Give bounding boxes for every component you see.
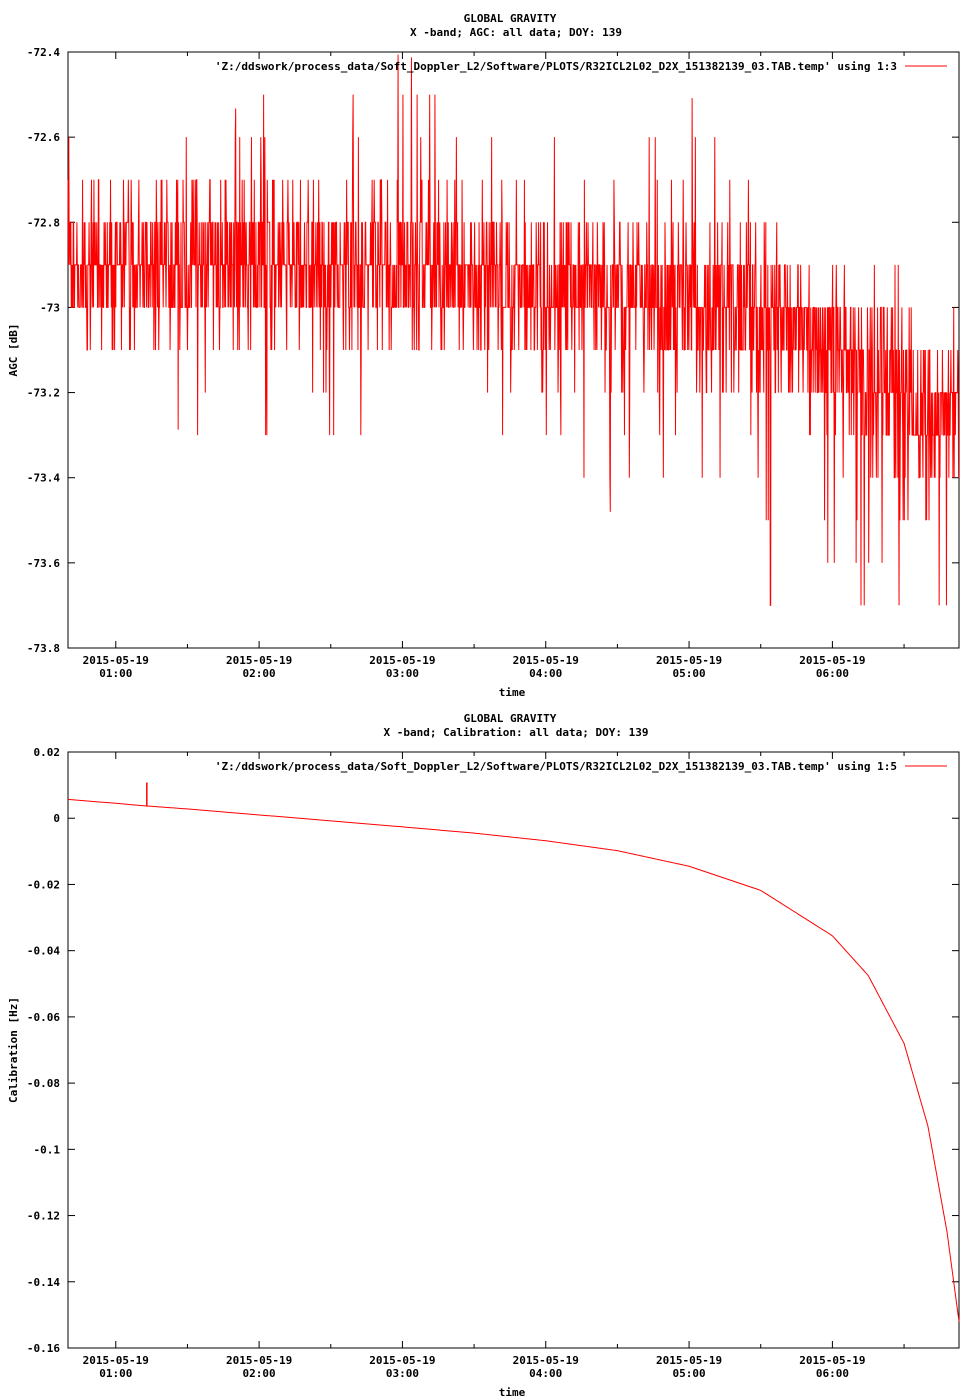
calibration-chart: GLOBAL GRAVITY X -band; Calibration: all…	[7, 712, 960, 1399]
y-tick-label: -73.2	[27, 387, 60, 400]
y-tick-label: -0.12	[27, 1210, 60, 1223]
chart2-legend-label: 'Z:/ddswork/process_data/Soft_Doppler_L2…	[215, 760, 897, 773]
x-tick-date: 2015-05-19	[226, 1354, 292, 1367]
y-tick-label: -72.8	[27, 216, 60, 229]
chart2-y-axis-label: Calibration [Hz]	[7, 997, 20, 1103]
chart1-plot-frame	[67, 51, 960, 649]
x-tick-time: 06:00	[816, 667, 849, 680]
x-tick-date: 2015-05-19	[369, 1354, 435, 1367]
x-tick-time: 02:00	[243, 667, 276, 680]
x-tick-date: 2015-05-19	[226, 654, 292, 667]
y-tick-label: -73.6	[27, 557, 60, 570]
y-tick-label: -0.1	[34, 1143, 61, 1156]
x-tick-date: 2015-05-19	[83, 1354, 149, 1367]
x-tick-time: 02:00	[243, 1367, 276, 1380]
y-tick-label: -0.16	[27, 1342, 60, 1355]
chart1-x-axis-label: time	[499, 686, 526, 699]
chart2-x-axis-label: time	[499, 1386, 526, 1399]
chart1-title: GLOBAL GRAVITY	[464, 12, 557, 25]
x-tick-date: 2015-05-19	[513, 1354, 579, 1367]
chart2-plot-frame	[67, 751, 960, 1349]
y-tick-label: -0.06	[27, 1011, 60, 1024]
y-tick-label: -0.14	[27, 1276, 60, 1289]
chart1-series-line	[67, 54, 960, 606]
chart1-legend-label: 'Z:/ddswork/process_data/Soft_Doppler_L2…	[215, 60, 897, 73]
y-tick-label: 0	[53, 812, 60, 825]
x-tick-date: 2015-05-19	[513, 654, 579, 667]
chart2-subtitle: X -band; Calibration: all data; DOY: 139	[384, 726, 649, 739]
x-tick-date: 2015-05-19	[656, 1354, 722, 1367]
y-tick-label: -72.4	[27, 46, 60, 59]
y-tick-label: -73	[40, 301, 60, 314]
x-tick-date: 2015-05-19	[799, 654, 865, 667]
y-tick-label: -0.02	[27, 878, 60, 891]
x-tick-date: 2015-05-19	[83, 654, 149, 667]
y-tick-label: -72.6	[27, 131, 60, 144]
x-tick-time: 04:00	[529, 667, 562, 680]
agc-chart: GLOBAL GRAVITY X -band; AGC: all data; D…	[7, 12, 960, 699]
x-tick-time: 03:00	[386, 1367, 419, 1380]
x-tick-date: 2015-05-19	[656, 654, 722, 667]
x-tick-time: 06:00	[816, 1367, 849, 1380]
y-tick-label: 0.02	[34, 746, 61, 759]
x-tick-date: 2015-05-19	[799, 1354, 865, 1367]
x-tick-time: 05:00	[673, 667, 706, 680]
x-tick-time: 05:00	[673, 1367, 706, 1380]
x-tick-date: 2015-05-19	[369, 654, 435, 667]
y-tick-label: -0.04	[27, 945, 60, 958]
chart2-title: GLOBAL GRAVITY	[464, 712, 557, 725]
chart1-y-axis-label: AGC [dB]	[7, 324, 20, 377]
y-tick-label: -0.08	[27, 1077, 60, 1090]
chart1-subtitle: X -band; AGC: all data; DOY: 139	[410, 26, 622, 39]
x-tick-time: 04:00	[529, 1367, 562, 1380]
y-tick-label: -73.8	[27, 642, 60, 655]
y-tick-label: -73.4	[27, 472, 60, 485]
x-tick-time: 03:00	[386, 667, 419, 680]
x-tick-time: 01:00	[99, 667, 132, 680]
x-tick-time: 01:00	[99, 1367, 132, 1380]
chart2-series-line	[67, 798, 960, 1322]
